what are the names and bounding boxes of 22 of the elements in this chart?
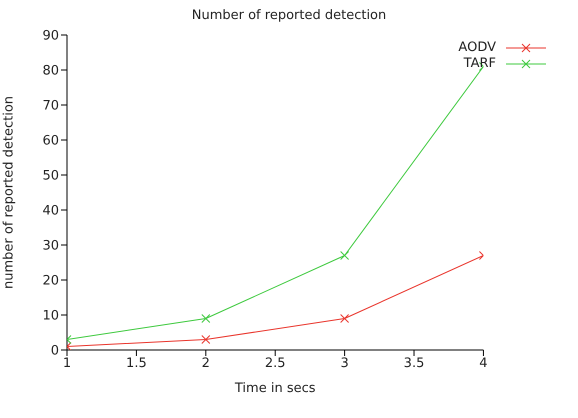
y-axis-title: number of reported detection xyxy=(2,96,17,290)
x-tick-label: 1 xyxy=(62,356,72,372)
y-tick-label: 80 xyxy=(42,64,59,79)
x-tick-label: 1.5 xyxy=(126,356,147,372)
x-tick-label: 4 xyxy=(479,356,488,372)
y-tick-label: 30 xyxy=(42,238,59,254)
y-tick-label: 40 xyxy=(42,204,59,219)
y-tick-label: 70 xyxy=(42,98,59,114)
x-tick-label: 2 xyxy=(202,356,210,372)
y-tick-label: 50 xyxy=(42,168,59,184)
y-tick-label: 60 xyxy=(42,134,59,149)
chart-title: Number of reported detection xyxy=(190,8,388,23)
x-tick-label: 3.5 xyxy=(404,356,424,372)
x-tick-label: 2.5 xyxy=(264,356,286,372)
y-tick-label: 0 xyxy=(50,344,59,359)
y-tick-label: 90 xyxy=(42,28,59,44)
y-tick-label: 10 xyxy=(42,308,59,324)
y-tick-label: 20 xyxy=(42,274,59,289)
x-axis-title: Time in secs xyxy=(234,381,316,396)
legend-label: TARF xyxy=(464,56,496,72)
legend-label: AODV xyxy=(458,40,496,56)
x-tick-label: 3 xyxy=(340,356,349,372)
